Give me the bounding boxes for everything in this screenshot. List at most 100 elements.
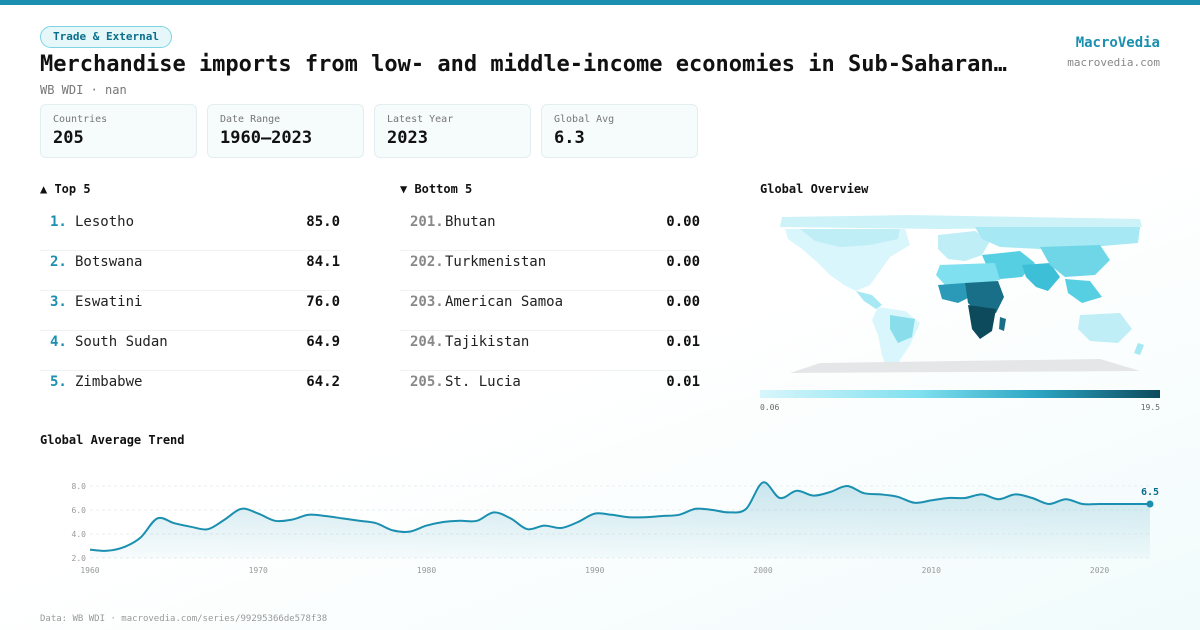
country-name: St. Lucia: [445, 374, 521, 390]
y-tick-label: 2.0: [72, 554, 87, 563]
map-region-west-africa[interactable]: [938, 283, 970, 303]
trend-last-value: 6.5: [1141, 487, 1159, 498]
stat-card-countries: Countries 205: [40, 104, 197, 158]
country-name: South Sudan: [75, 334, 168, 350]
top5-row[interactable]: 5. Zimbabwe 64.2: [40, 370, 340, 410]
page-subtitle: WB WDI · nan: [40, 83, 127, 97]
page-title: Merchandise imports from low- and middle…: [40, 52, 1007, 77]
rank-number: 203.: [410, 294, 444, 310]
map-region-arctic[interactable]: [780, 215, 1142, 229]
map-region-australia[interactable]: [1078, 313, 1132, 343]
rank-number: 3.: [50, 294, 67, 310]
rank-number: 2.: [50, 254, 67, 270]
x-tick-label: 2020: [1090, 566, 1109, 575]
rank-number: 204.: [410, 334, 444, 350]
country-value: 64.2: [306, 374, 340, 390]
stat-label: Date Range: [220, 114, 281, 125]
country-value: 0.00: [666, 254, 700, 270]
map-region-russia[interactable]: [975, 227, 1140, 249]
map-region-new-zealand[interactable]: [1134, 343, 1144, 355]
rank-number: 202.: [410, 254, 444, 270]
trend-line[interactable]: [89, 481, 1150, 552]
map-color-scale: [760, 390, 1160, 398]
bottom5-row[interactable]: 203. American Samoa 0.00: [400, 290, 700, 331]
country-value: 84.1: [306, 254, 340, 270]
map-region-europe[interactable]: [938, 231, 990, 261]
rank-number: 205.: [410, 374, 444, 390]
x-tick-label: 1990: [585, 566, 604, 575]
country-name: Zimbabwe: [75, 374, 143, 390]
top5-row[interactable]: 2. Botswana 84.1: [40, 250, 340, 291]
bottom5-heading: ▼ Bottom 5: [400, 182, 473, 196]
country-value: 0.00: [666, 294, 700, 310]
country-value: 76.0: [306, 294, 340, 310]
map-region-canada[interactable]: [800, 229, 900, 247]
country-value: 0.00: [666, 214, 700, 230]
trend-last-point[interactable]: [1146, 500, 1154, 508]
y-tick-label: 8.0: [72, 482, 87, 491]
stat-card-global-avg: Global Avg 6.3: [541, 104, 698, 158]
country-name: Lesotho: [75, 214, 135, 230]
x-tick-label: 1980: [417, 566, 436, 575]
bottom5-row[interactable]: 202. Turkmenistan 0.00: [400, 250, 700, 291]
category-tag[interactable]: Trade & External: [40, 26, 172, 48]
map-heading: Global Overview: [760, 182, 869, 196]
country-value: 0.01: [666, 334, 700, 350]
stat-value: 6.3: [554, 128, 585, 148]
country-name: Bhutan: [445, 214, 496, 230]
map-region-north-america[interactable]: [785, 229, 910, 291]
country-name: American Samoa: [445, 294, 564, 310]
trend-chart[interactable]: 2.0 4.0 6.0 8.0 1960 1970 1980 1990 2000 2010 202…: [40, 460, 1170, 580]
bottom5-row[interactable]: 201. Bhutan 0.00: [400, 210, 700, 251]
map-region-brazil[interactable]: [890, 315, 915, 343]
rank-number: 4.: [50, 334, 67, 350]
map-region-southern-africa[interactable]: [968, 305, 996, 339]
x-tick-label: 1970: [249, 566, 268, 575]
stat-value: 1960–2023: [220, 128, 313, 148]
stat-label: Global Avg: [554, 114, 615, 125]
bottom5-row[interactable]: 205. St. Lucia 0.01: [400, 370, 700, 410]
country-value: 0.01: [666, 374, 700, 390]
map-region-north-africa[interactable]: [936, 263, 1000, 285]
map-region-southeast-asia[interactable]: [1065, 279, 1102, 303]
map-region-antarctica: [790, 359, 1140, 373]
stat-label: Latest Year: [387, 114, 454, 125]
x-tick-label: 2000: [753, 566, 772, 575]
y-tick-label: 4.0: [72, 530, 87, 539]
map-region-east-asia[interactable]: [1040, 245, 1110, 277]
x-tick-label: 2010: [922, 566, 941, 575]
stat-value: 205: [53, 128, 84, 148]
map-scale-max: 19.5: [1140, 403, 1160, 412]
country-name: Botswana: [75, 254, 143, 270]
country-name: Tajikistan: [445, 334, 530, 350]
brand-logo[interactable]: MacroVedia: [1075, 35, 1160, 51]
stat-label: Countries: [53, 114, 108, 125]
top5-row[interactable]: 1. Lesotho 85.0: [40, 210, 340, 251]
y-tick-label: 6.0: [72, 506, 87, 515]
rank-number: 201.: [410, 214, 444, 230]
rank-number: 5.: [50, 374, 67, 390]
country-value: 85.0: [306, 214, 340, 230]
brand-url[interactable]: macrovedia.com: [1067, 56, 1160, 69]
map-scale-min: 0.06: [760, 403, 780, 412]
map-region-south-asia[interactable]: [1022, 263, 1060, 291]
trend-heading: Global Average Trend: [40, 433, 185, 447]
world-choropleth-map[interactable]: [760, 205, 1160, 380]
bottom5-row[interactable]: 204. Tajikistan 0.01: [400, 330, 700, 371]
map-region-madagascar[interactable]: [999, 317, 1006, 331]
x-tick-label: 1960: [80, 566, 99, 575]
rank-number: 1.: [50, 214, 67, 230]
map-region-central-america[interactable]: [856, 291, 882, 309]
top5-row[interactable]: 3. Eswatini 76.0: [40, 290, 340, 331]
stat-value: 2023: [387, 128, 428, 148]
top-accent-bar: [0, 0, 1200, 5]
stat-card-latest-year: Latest Year 2023: [374, 104, 531, 158]
country-value: 64.9: [306, 334, 340, 350]
top5-row[interactable]: 4. South Sudan 64.9: [40, 330, 340, 371]
stat-card-date-range: Date Range 1960–2023: [207, 104, 364, 158]
trend-area: [90, 482, 1150, 558]
country-name: Eswatini: [75, 294, 143, 310]
top5-heading: ▲ Top 5: [40, 182, 91, 196]
trend-x-axis: 1960 1970 1980 1990 2000 2010 2020: [80, 566, 1109, 575]
country-name: Turkmenistan: [445, 254, 547, 270]
